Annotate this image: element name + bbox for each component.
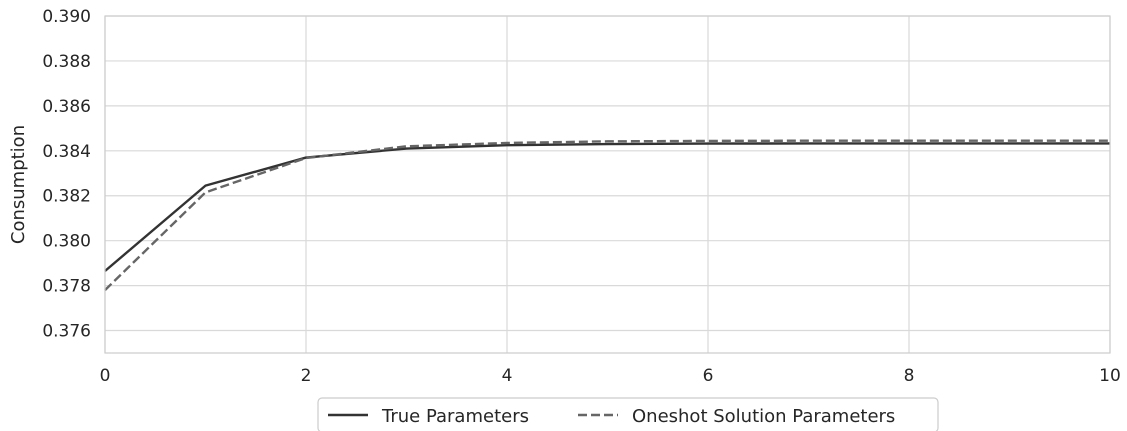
tick-labels: 0 2 4 6 8 10 0.376 0.378 0.380 0.382 0.384 0.386 0.3… xyxy=(42,7,1120,386)
legend: True Parameters Oneshot Solution Paramete… xyxy=(317,397,939,431)
y-axis-label: Consumption xyxy=(8,125,29,244)
y-tick-label: 0.388 xyxy=(42,52,91,72)
plot-frame xyxy=(104,15,1111,354)
y-tick-label: 0.376 xyxy=(42,322,91,342)
series-lines xyxy=(104,139,1110,291)
x-tick-label: 2 xyxy=(301,366,312,386)
grid-lines xyxy=(104,15,1111,353)
y-tick-label: 0.386 xyxy=(42,97,91,117)
y-tick-label: 0.382 xyxy=(42,187,91,207)
x-tick-label: 8 xyxy=(904,366,915,386)
x-tick-label: 6 xyxy=(703,366,714,386)
x-tick-label: 0 xyxy=(100,366,111,386)
y-tick-label: 0.384 xyxy=(42,142,91,162)
x-tick-label: 10 xyxy=(1099,366,1121,386)
series-line-1 xyxy=(104,142,1110,272)
y-tick-label: 0.390 xyxy=(42,7,91,27)
legend-box xyxy=(317,397,939,431)
x-tick-label: 4 xyxy=(502,366,513,386)
y-tick-label: 0.378 xyxy=(42,277,91,297)
y-tick-label: 0.380 xyxy=(42,232,91,252)
legend-label-1: True Parameters xyxy=(381,406,529,427)
series-line-2 xyxy=(104,139,1110,291)
legend-label-2: Oneshot Solution Parameters xyxy=(632,406,895,427)
